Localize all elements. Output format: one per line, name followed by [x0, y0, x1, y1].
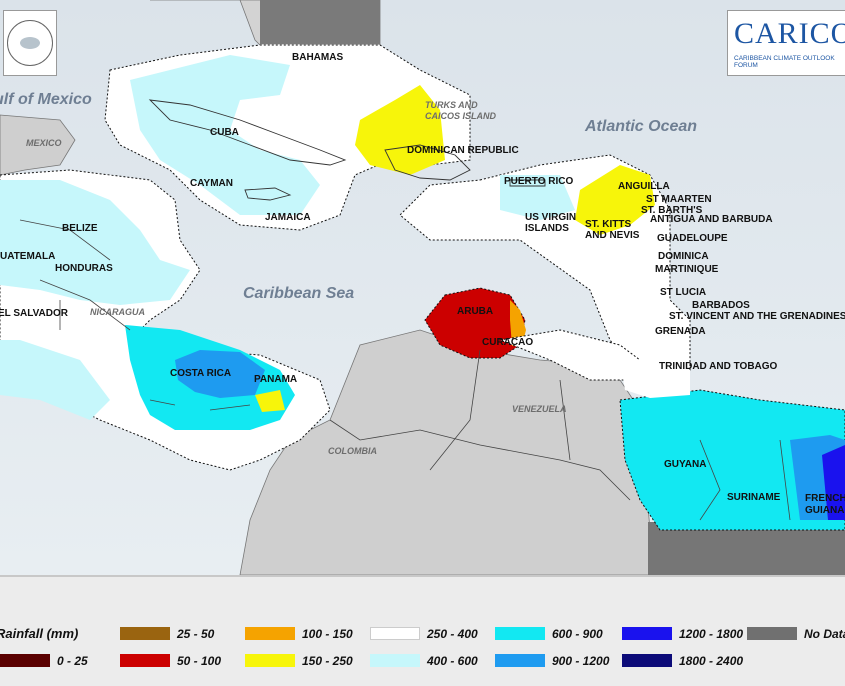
- label-st-maarten: ST MAARTEN: [646, 194, 712, 205]
- label-st-vincent: ST. VINCENT AND THE GRENADINES: [669, 311, 845, 322]
- label-costa-rica: COSTA RICA: [170, 368, 232, 379]
- label-belize: BELIZE: [62, 223, 98, 234]
- borders-central-america: [19, 219, 251, 411]
- legend-label: 600 - 900: [552, 627, 603, 641]
- no-data-north: [260, 0, 380, 44]
- zone-hispaniola-yellow: [355, 85, 445, 175]
- label-aruba: ARUBA: [457, 306, 494, 317]
- borders-south-america: [329, 349, 791, 521]
- legend-label: 150 - 250: [302, 654, 353, 668]
- gulf-of-mexico-label: ulf of Mexico: [0, 91, 92, 108]
- turks-caicos-label: TURKS AND CAICOS ISLAND: [425, 100, 497, 121]
- zone-panama-yellow: [255, 390, 285, 412]
- mexico-land: [0, 114, 76, 176]
- label-grenada: GRENADA: [655, 326, 706, 337]
- label-honduras: HONDURAS: [55, 263, 113, 274]
- puerto-rico-outline: [509, 179, 546, 187]
- label-suriname: SURINAME: [727, 492, 781, 503]
- zone-guianas: [619, 389, 845, 531]
- label-st-lucia: ST LUCIA: [660, 287, 707, 298]
- label-anguilla: ANGUILLA: [618, 181, 670, 192]
- rainfall-map: [0, 0, 845, 575]
- legend-swatch: [245, 627, 295, 640]
- caricof-logo-subtext: CARIBBEAN CLIMATE OUTLOOK FORUM: [734, 55, 835, 69]
- hispaniola-outline: [384, 144, 471, 181]
- zone-trinidad-white: [620, 360, 690, 398]
- label-french-guiana: FRENCH GUIANA: [805, 493, 845, 516]
- legend-swatch: [370, 654, 420, 667]
- label-dominican-republic: DOMINICAN REPUBLIC: [407, 145, 519, 156]
- label-st-kitts: ST. KITTS AND NEVIS: [585, 219, 640, 241]
- legend-label: 100 - 150: [302, 627, 353, 641]
- label-dominica: DOMINICA: [658, 251, 709, 262]
- legend-label: No Data: [804, 627, 845, 641]
- label-panama: PANAMA: [254, 374, 298, 385]
- legend-swatch: [120, 654, 170, 667]
- legend-title: Rainfall (mm): [0, 626, 79, 641]
- legend-swatch: [747, 627, 797, 640]
- legend-label: 400 - 600: [427, 654, 478, 668]
- cuba-outline: [148, 99, 347, 166]
- south-america-land: [239, 329, 845, 575]
- label-st-barths: ST. BARTH'S: [641, 205, 703, 216]
- caricof-logo: CARICOF CARIBBEAN CLIMATE OUTLOOK FORUM: [727, 10, 845, 76]
- nicaragua-label: NICARAGUA: [90, 307, 145, 317]
- venezuela-label: VENEZUELA: [512, 404, 567, 414]
- caribbean-sea-label: Caribbean Sea: [243, 285, 355, 302]
- no-data-south: [648, 522, 845, 575]
- label-martinique: MARTINIQUE: [655, 264, 719, 275]
- legend-swatch: [120, 627, 170, 640]
- mexico-label: MEXICO: [26, 138, 62, 148]
- label-trinidad: TRINIDAD AND TOBAGO: [659, 361, 778, 372]
- label-cuba: CUBA: [210, 127, 239, 138]
- label-guadeloupe: GUADELOUPE: [657, 233, 728, 244]
- legend-label: 25 - 50: [177, 627, 215, 641]
- zone-central-400b: [0, 340, 110, 420]
- zone-costa-rica-1200: [175, 350, 265, 398]
- colombia-label: COLOMBIA: [328, 446, 377, 456]
- zone-french-guiana-1800: [822, 445, 845, 520]
- label-guyana: GUYANA: [664, 459, 707, 470]
- legend-label: 0 - 25: [57, 654, 88, 668]
- legend-label: 900 - 1200: [552, 654, 610, 668]
- jamaica-outline: [244, 187, 292, 201]
- legend-label: 1200 - 1800: [679, 627, 744, 641]
- cimh-logo: [3, 10, 57, 76]
- label-curacao: CURACAO: [482, 337, 534, 348]
- zone-anguilla-yellow: [575, 165, 655, 235]
- label-antigua: ANTIGUA AND BARBUDA: [650, 214, 773, 225]
- label-el-salvador: EL SALVADOR: [0, 308, 69, 319]
- legend-swatch: [370, 627, 420, 640]
- legend-swatch: [245, 654, 295, 667]
- label-guatemala: UATEMALA: [0, 251, 56, 262]
- zone-cuba-400: [130, 55, 320, 215]
- legend-swatch: [495, 627, 545, 640]
- label-us-virgin: US VIRGIN ISLANDS: [525, 212, 577, 234]
- cimh-seal-icon: [7, 20, 53, 66]
- legend-swatch: [622, 627, 672, 640]
- legend-swatch: [0, 654, 50, 667]
- zone-central-400: [0, 180, 190, 305]
- legend-swatch: [622, 654, 672, 667]
- label-cayman: CAYMAN: [190, 178, 233, 189]
- legend-label: 250 - 400: [427, 627, 478, 641]
- label-barbados: BARBADOS: [692, 300, 750, 311]
- label-bahamas: BAHAMAS: [292, 52, 344, 63]
- label-puerto-rico: PUERTO RICO: [504, 176, 574, 187]
- legend: Rainfall (mm) 0 - 25 25 - 50 50 - 100 10…: [0, 575, 845, 686]
- caricof-logo-text: CARICOF: [734, 17, 845, 50]
- atlantic-ocean-label: Atlantic Ocean: [585, 118, 698, 135]
- legend-label: 1800 - 2400: [679, 654, 744, 668]
- zone-aruba-orange: [510, 300, 526, 346]
- label-jamaica: JAMAICA: [265, 212, 311, 223]
- legend-swatch: [495, 654, 545, 667]
- legend-label: 50 - 100: [177, 654, 222, 668]
